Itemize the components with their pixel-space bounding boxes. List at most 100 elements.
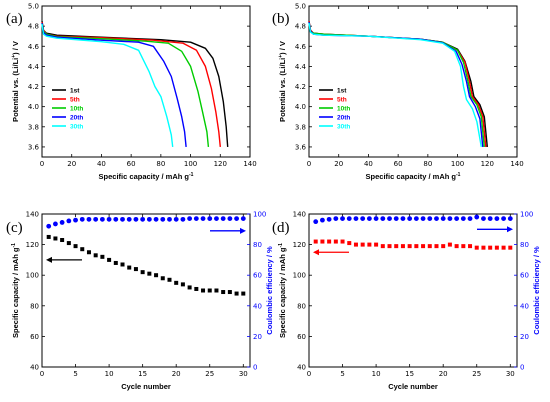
plot-frame	[41, 213, 251, 368]
data-point-square	[434, 244, 439, 249]
data-point-square	[127, 265, 132, 270]
data-point-circle	[214, 216, 219, 221]
data-point-square	[407, 244, 412, 249]
x-tick-label: 5	[340, 370, 344, 378]
y2-tick-label: 100	[253, 211, 266, 219]
arrow-head-left	[46, 256, 52, 263]
legend-label: 20th	[337, 114, 350, 121]
data-point-circle	[340, 216, 345, 221]
x-tick-label: 25	[472, 370, 481, 378]
chart-panel-2: (b) 0 20 40 60 80 100 120 140 3.6 3.8 4.0 4.2 4.4 4.6 4…	[272, 3, 524, 182]
y-tick-label: 4.6	[28, 43, 40, 51]
chart-panel-4: (d) 0 5 10 15 20 25 30 40 60 80 100 120 140 0 20 40 60 80 1…	[272, 211, 541, 392]
y-axis-title: Specific capacity / mAh g-1	[11, 243, 20, 338]
legend-label: 10th	[70, 105, 83, 112]
data-point-square	[160, 276, 165, 281]
data-point-circle	[481, 216, 486, 221]
legend-label: 5th	[70, 96, 80, 103]
data-point-square	[234, 291, 239, 296]
legend-label: 30th	[337, 123, 350, 130]
y-tick-label: 5.0	[295, 3, 306, 11]
x-tick-label: 20	[439, 370, 448, 378]
data-point-square	[320, 239, 325, 244]
legend-label: 1st	[337, 87, 347, 94]
data-point-circle	[187, 216, 193, 221]
series-line-20th	[308, 21, 484, 147]
data-point-square	[227, 290, 232, 295]
data-point-square	[360, 242, 365, 247]
y-tick-label: 3.6	[28, 143, 40, 151]
data-point-square	[353, 242, 358, 247]
data-point-circle	[346, 216, 352, 221]
x-axis-title: Specific capacity / mAh g-1	[366, 172, 461, 181]
legend-label: 20th	[70, 114, 83, 121]
x-tick-label: 140	[510, 160, 523, 168]
axis-title-tail: ) / V	[11, 41, 20, 55]
y-tick-label: 60	[297, 333, 306, 341]
data-point-square	[474, 245, 479, 250]
data-point-circle	[353, 216, 359, 221]
data-point-circle	[220, 216, 226, 221]
y-tick-label: 120	[26, 241, 39, 249]
x-tick-label: 25	[205, 370, 214, 378]
x-tick-label: 80	[423, 160, 432, 168]
x-tick-label: 30	[506, 370, 515, 378]
legend-label: 5th	[337, 96, 347, 103]
x-tick-label: 120	[481, 160, 494, 168]
y-axis-title: Potential vs. (Li/Li+) / V	[278, 41, 287, 122]
y-tick-label: 4.4	[295, 63, 307, 71]
data-point-circle	[120, 216, 125, 222]
data-point-circle	[160, 216, 166, 222]
data-point-circle	[400, 216, 406, 221]
series-line-20th	[41, 22, 187, 147]
data-point-circle	[434, 216, 439, 221]
y-tick-label: 4.2	[295, 83, 306, 91]
y-tick-label: 140	[293, 211, 306, 219]
data-point-square	[374, 242, 379, 247]
data-point-circle	[487, 216, 493, 221]
data-point-square	[73, 244, 78, 249]
y-tick-label: 80	[297, 302, 306, 310]
data-point-circle	[167, 216, 172, 222]
x-axis-title: Cycle number	[121, 382, 171, 391]
series-line-30th	[41, 23, 174, 147]
y-tick-label: 4.4	[28, 63, 40, 71]
x-tick-label: 60	[127, 160, 136, 168]
data-point-circle	[113, 216, 119, 222]
arrow-head-right	[240, 227, 246, 234]
x-tick-label: 100	[451, 160, 464, 168]
data-point-circle	[427, 216, 433, 221]
axis-title-superscript: +	[278, 55, 284, 58]
y-tick-label: 4.2	[28, 83, 39, 91]
data-point-square	[394, 244, 399, 249]
y2-tick-label: 80	[520, 241, 529, 249]
x-tick-label: 100	[184, 160, 197, 168]
x-tick-label: 140	[243, 160, 256, 168]
y-tick-label: 100	[26, 272, 39, 280]
data-point-square	[140, 270, 145, 275]
plot-frame	[41, 5, 251, 158]
y2-tick-label: 40	[520, 302, 529, 310]
data-point-circle	[366, 216, 372, 221]
data-point-square	[180, 282, 185, 287]
chart-panel-3: (c) 0 5 10 15 20 25 30 40 60 80 100 120 140 0 20 40 60 80 1…	[6, 211, 274, 392]
data-point-circle	[393, 216, 399, 221]
data-point-square	[481, 245, 486, 250]
data-point-square	[107, 257, 112, 262]
data-point-circle	[207, 216, 213, 221]
data-point-square	[167, 277, 172, 282]
x-tick-label: 5	[73, 370, 77, 378]
series-line-5th	[308, 20, 487, 147]
data-point-square	[154, 273, 159, 278]
series-line-10th	[308, 21, 485, 147]
legend-label: 1st	[70, 87, 80, 94]
data-point-square	[327, 239, 332, 244]
data-point-circle	[413, 216, 419, 221]
data-point-square	[187, 285, 192, 290]
y2-tick-label: 100	[520, 211, 533, 219]
data-point-square	[60, 238, 65, 243]
data-point-circle	[494, 216, 500, 221]
data-point-circle	[467, 216, 473, 221]
data-point-square	[488, 245, 493, 250]
y-tick-label: 3.8	[28, 123, 39, 131]
